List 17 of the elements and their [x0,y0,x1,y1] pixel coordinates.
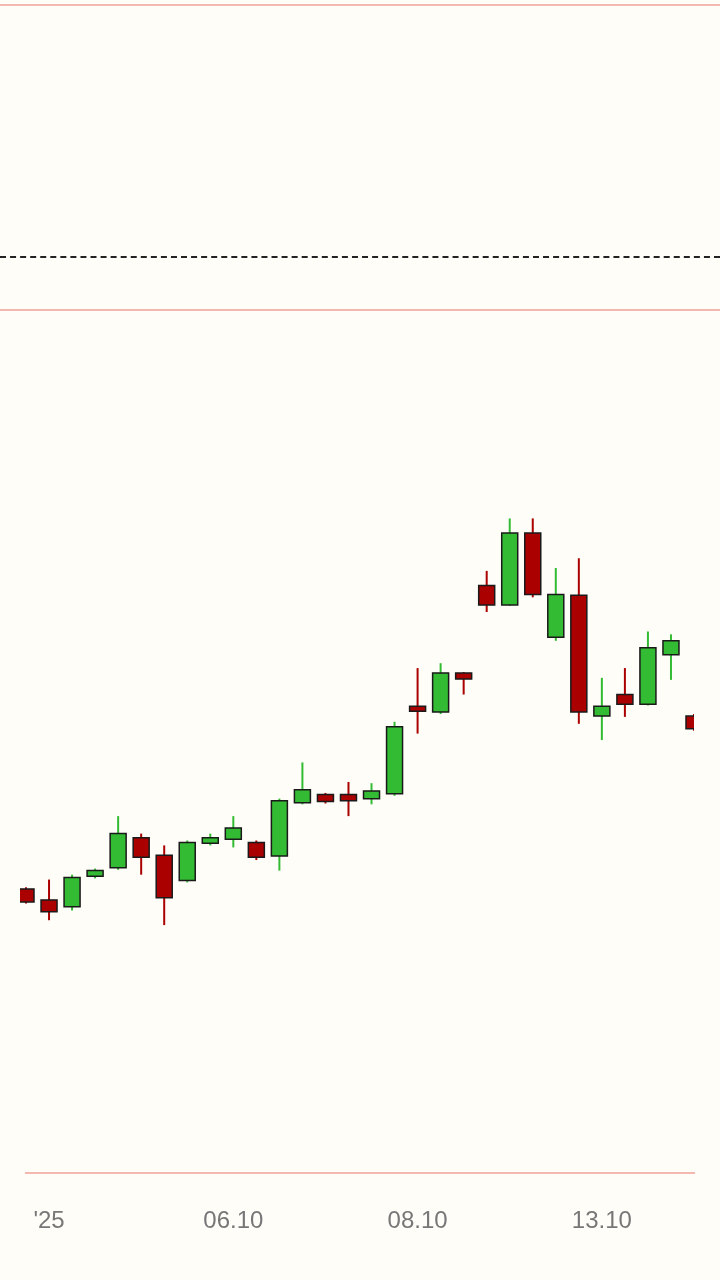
candlestick [454,671,473,696]
x-tick-label: 06.10 [203,1206,264,1234]
candlestick [362,782,381,806]
candlestick [662,633,680,681]
candlestick [132,832,150,876]
candlestick [616,667,634,718]
candlestick [40,878,58,922]
candlestick [408,667,427,735]
candlestick [339,780,358,818]
candlestick [593,676,611,742]
x-tick-label: 08.10 [387,1206,448,1234]
x-tick-label: 13.10 [571,1206,632,1234]
candlestick [224,815,243,849]
candlestick [247,839,266,862]
candlestick [477,569,496,613]
x-tick-label: '25 [33,1206,65,1234]
candlestick [293,761,312,806]
